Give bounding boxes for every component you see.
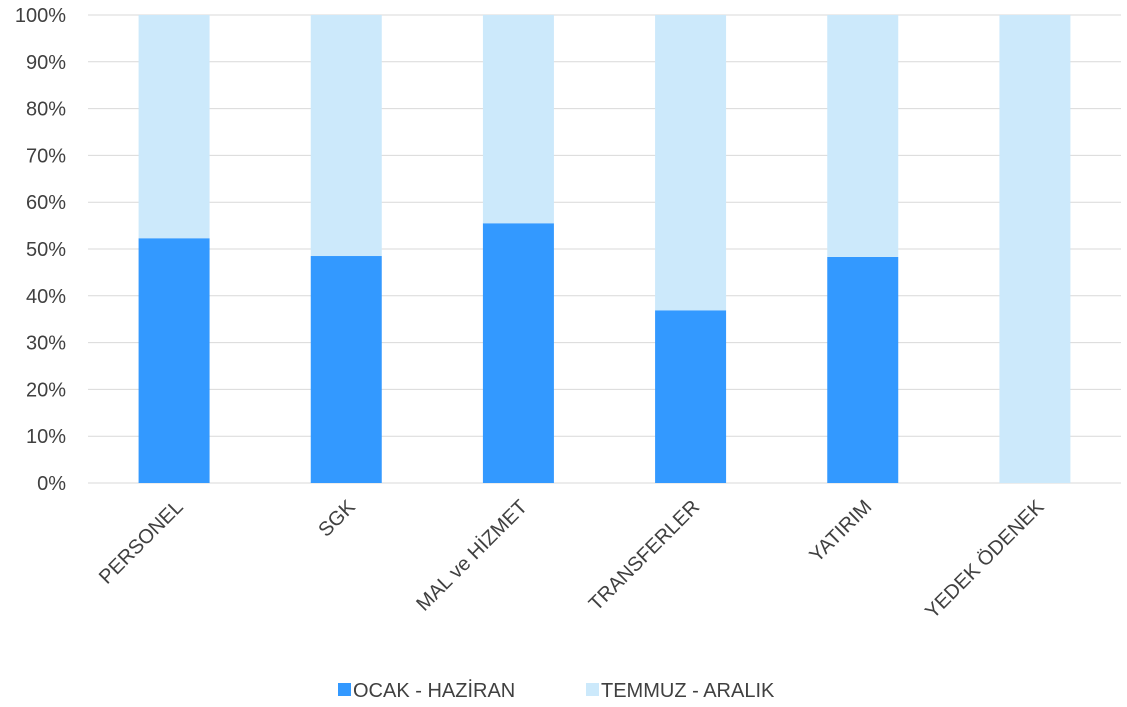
bar-segment-ocak-haziran [483,223,554,483]
x-category-label: YEDEK ÖDENEK [921,496,1049,624]
x-category-label: PERSONEL [95,496,188,589]
y-tick-label: 60% [26,192,66,214]
legend: OCAK - HAZİRAN TEMMUZ - ARALIK [338,679,775,702]
legend-label-temmuz-aralik: TEMMUZ - ARALIK [601,680,775,702]
y-tick-label: 50% [26,239,66,261]
bar-segment-ocak-haziran [311,256,382,483]
bar-segment-temmuz-aralik [139,15,210,238]
y-tick-label: 10% [26,426,66,448]
legend-label-ocak-haziran: OCAK - HAZİRAN [353,679,515,702]
bar-segment-ocak-haziran [827,257,898,483]
y-tick-label: 70% [26,145,66,167]
bar-segment-ocak-haziran [139,238,210,483]
bar-segment-temmuz-aralik [999,15,1070,483]
bar-segment-temmuz-aralik [827,15,898,257]
y-tick-label: 100% [15,5,66,27]
bar-segment-temmuz-aralik [655,15,726,310]
x-category-label: TRANSFERLER [585,496,704,615]
y-tick-label: 0% [37,473,66,495]
y-tick-label: 30% [26,333,66,355]
x-category-label: MAL ve HİZMET [412,495,532,615]
x-axis-category-labels: PERSONEL SGK MAL ve HİZMET TRANSFERLER YATIR… [95,495,1049,623]
gridlines [88,15,1121,483]
bar-segment-temmuz-aralik [483,15,554,223]
bar-segment-ocak-haziran [655,310,726,483]
legend-swatch-ocak-haziran [338,683,351,696]
y-tick-label: 40% [26,286,66,308]
y-tick-label: 20% [26,379,66,401]
bar-segment-temmuz-aralik [311,15,382,256]
legend-swatch-temmuz-aralik [586,683,599,696]
y-axis-tick-labels: 0% 10% 20% 30% 40% 50% 60% 70% 80% 90% 100% [15,5,66,495]
x-category-label: YATIRIM [805,496,876,567]
y-tick-label: 90% [26,52,66,74]
x-category-label: SGK [314,496,360,542]
y-tick-label: 80% [26,99,66,121]
